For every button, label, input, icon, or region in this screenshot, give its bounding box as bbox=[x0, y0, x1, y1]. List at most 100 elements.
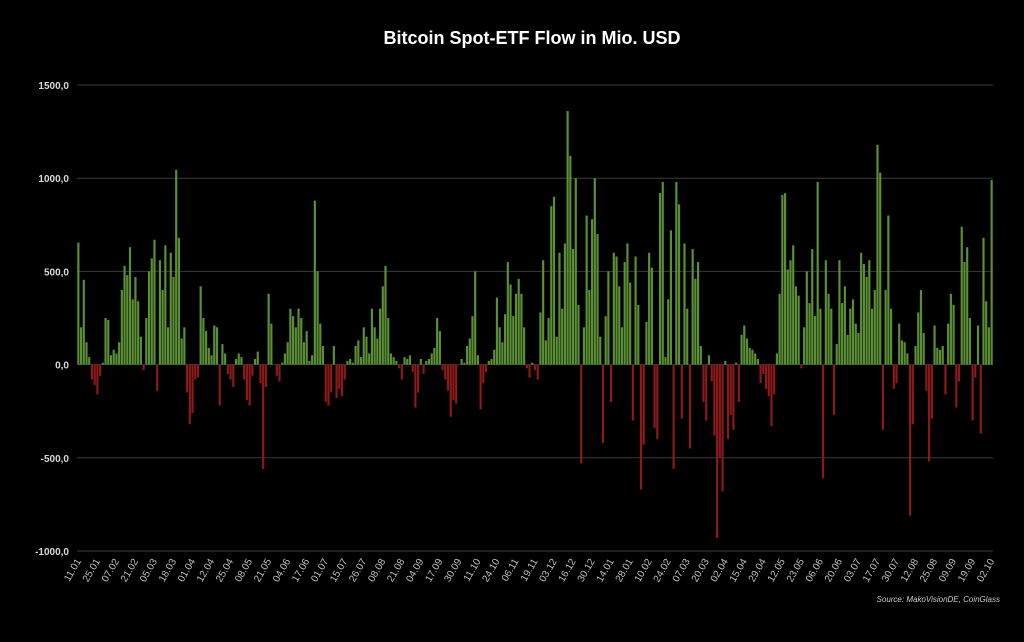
bar bbox=[963, 262, 966, 365]
bar bbox=[495, 297, 499, 365]
bar bbox=[764, 364, 768, 389]
bar bbox=[101, 362, 104, 365]
bar bbox=[79, 327, 83, 365]
y-tick-label: -500,0 bbox=[41, 454, 70, 465]
bar bbox=[971, 364, 974, 421]
bar bbox=[873, 290, 876, 365]
bar bbox=[484, 364, 488, 373]
bar bbox=[77, 242, 80, 365]
bar bbox=[623, 262, 626, 365]
bar bbox=[879, 172, 882, 365]
bar bbox=[775, 353, 778, 365]
bar bbox=[645, 321, 648, 365]
bar bbox=[131, 299, 134, 365]
bar bbox=[914, 345, 917, 365]
bar bbox=[474, 271, 477, 365]
bar bbox=[822, 364, 825, 479]
bar bbox=[740, 334, 743, 365]
bar bbox=[735, 362, 738, 365]
bar bbox=[487, 360, 490, 365]
bar bbox=[292, 316, 295, 365]
bar bbox=[816, 181, 819, 365]
bar bbox=[870, 308, 874, 365]
bar bbox=[705, 364, 708, 421]
bar bbox=[550, 206, 553, 365]
bar bbox=[134, 276, 137, 365]
bar bbox=[525, 364, 528, 369]
bar bbox=[629, 282, 632, 365]
bar bbox=[210, 355, 213, 365]
bar bbox=[300, 318, 303, 365]
bar bbox=[180, 338, 183, 365]
bar bbox=[759, 364, 762, 384]
bar bbox=[289, 308, 292, 365]
bar bbox=[267, 293, 270, 365]
bar bbox=[128, 247, 132, 365]
bar bbox=[221, 344, 224, 365]
bar bbox=[748, 347, 751, 365]
bar bbox=[368, 353, 371, 365]
bar bbox=[805, 271, 808, 365]
bar bbox=[737, 364, 740, 402]
bar bbox=[803, 327, 806, 365]
bar bbox=[346, 360, 349, 365]
bar bbox=[824, 260, 827, 365]
bar bbox=[137, 301, 140, 365]
bar bbox=[745, 338, 749, 365]
y-tick-label: 0,0 bbox=[55, 361, 69, 372]
bar bbox=[327, 364, 330, 406]
bar bbox=[207, 347, 210, 365]
bar bbox=[911, 364, 914, 425]
bar bbox=[433, 347, 436, 365]
bar bbox=[514, 293, 518, 365]
bar bbox=[218, 364, 221, 406]
chart-title: Bitcoin Spot-ETF Flow in Mio. USD bbox=[384, 28, 681, 48]
bar bbox=[411, 364, 414, 373]
bar bbox=[202, 318, 205, 365]
bar bbox=[732, 364, 735, 430]
bar bbox=[234, 359, 238, 365]
bar bbox=[832, 364, 836, 415]
bar bbox=[639, 364, 643, 490]
bar bbox=[919, 290, 923, 365]
bar bbox=[169, 252, 172, 365]
bar bbox=[811, 249, 814, 365]
bar bbox=[354, 345, 357, 365]
bar bbox=[175, 169, 178, 365]
bar bbox=[604, 316, 607, 365]
bar bbox=[966, 247, 969, 365]
bar bbox=[147, 271, 151, 365]
bar bbox=[359, 357, 363, 365]
bar bbox=[452, 364, 455, 401]
bar bbox=[688, 364, 692, 449]
bar bbox=[161, 290, 164, 365]
bar bbox=[253, 359, 257, 365]
bar bbox=[438, 331, 441, 365]
bar bbox=[313, 200, 316, 365]
bar bbox=[990, 180, 993, 365]
bar bbox=[865, 276, 868, 365]
bar bbox=[794, 286, 798, 365]
bar bbox=[506, 262, 509, 365]
bar bbox=[517, 278, 520, 365]
bar bbox=[707, 355, 711, 365]
bar bbox=[976, 325, 980, 365]
bar bbox=[808, 303, 811, 365]
bar bbox=[838, 260, 841, 365]
bar bbox=[854, 323, 857, 365]
bar bbox=[653, 364, 656, 428]
bar bbox=[726, 364, 730, 440]
bar bbox=[786, 269, 789, 365]
bar bbox=[449, 364, 452, 417]
bar bbox=[370, 308, 374, 365]
bar bbox=[743, 325, 746, 365]
bar bbox=[139, 336, 142, 365]
bar bbox=[460, 359, 463, 365]
bar bbox=[256, 351, 259, 365]
bar bbox=[177, 237, 181, 365]
bar bbox=[523, 327, 526, 365]
bar bbox=[610, 364, 613, 402]
bar bbox=[955, 364, 958, 408]
bar bbox=[661, 181, 664, 365]
bar bbox=[767, 364, 770, 397]
